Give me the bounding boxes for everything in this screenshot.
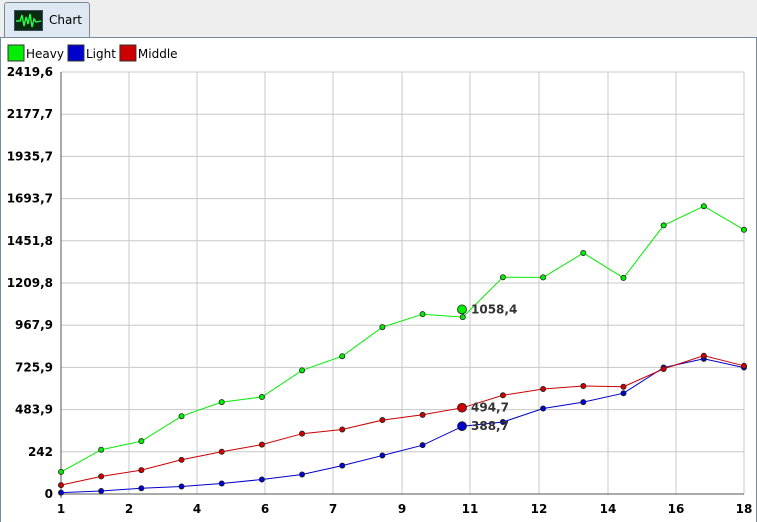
- y-tick-label: 1451,8: [7, 234, 53, 248]
- data-point-middle: [499, 392, 506, 399]
- data-point-middle: [540, 386, 547, 393]
- chart-legend: Heavy Light Middle: [7, 44, 178, 62]
- data-point-middle: [138, 467, 145, 474]
- x-tick-label: 6: [261, 502, 269, 516]
- data-point-heavy: [138, 438, 145, 445]
- data-point-heavy: [700, 203, 707, 210]
- data-point-heavy: [379, 324, 386, 331]
- data-point-light: [98, 488, 105, 495]
- data-point-light: [580, 399, 587, 406]
- chart-axes: 0242483,9725,9967,91209,81451,81693,7193…: [7, 65, 753, 516]
- data-point-heavy: [98, 446, 105, 453]
- legend-label-heavy: Heavy: [26, 47, 64, 61]
- data-point-heavy: [419, 311, 426, 318]
- data-point-light: [218, 480, 225, 487]
- data-point-light: [138, 485, 145, 492]
- data-point-heavy: [741, 226, 748, 233]
- data-point-middle: [258, 441, 265, 448]
- data-point-middle: [218, 448, 225, 455]
- data-point-middle: [178, 456, 185, 463]
- chart-annotations: 1058,4 494,7 388,7: [457, 302, 517, 433]
- annotation-marker-middle: [457, 402, 467, 413]
- legend-label-light: Light: [86, 47, 116, 61]
- data-point-middle: [580, 383, 587, 390]
- data-point-middle: [339, 426, 346, 433]
- data-point-heavy: [580, 249, 587, 256]
- data-point-heavy: [499, 274, 506, 281]
- data-point-middle: [741, 362, 748, 369]
- data-point-middle: [700, 352, 707, 359]
- y-tick-label: 242: [28, 445, 53, 459]
- data-point-middle: [299, 430, 306, 437]
- data-point-light: [339, 462, 346, 469]
- annotation-label-heavy: 1058,4: [471, 302, 517, 316]
- x-tick-label: 14: [600, 502, 617, 516]
- data-point-middle: [419, 411, 426, 418]
- waveform-icon: [14, 10, 43, 31]
- data-point-heavy: [459, 314, 466, 321]
- x-tick-label: 7: [329, 502, 337, 516]
- y-tick-label: 483,9: [15, 403, 53, 417]
- data-point-light: [499, 418, 506, 425]
- chart-series: [58, 203, 748, 496]
- tab-strip: Chart: [0, 0, 757, 38]
- data-point-heavy: [258, 394, 265, 401]
- annotation-marker-heavy: [457, 304, 467, 315]
- data-point-heavy: [620, 274, 627, 281]
- y-tick-label: 725,9: [15, 360, 53, 374]
- tab-chart-label: Chart: [49, 13, 82, 27]
- data-point-heavy: [58, 468, 65, 475]
- data-point-light: [620, 390, 627, 397]
- series-line-middle: [60, 355, 745, 486]
- annotation-marker-light: [457, 421, 467, 432]
- y-tick-label: 2419,6: [7, 65, 53, 79]
- x-tick-label: 9: [398, 502, 406, 516]
- y-tick-label: 1693,7: [7, 192, 53, 206]
- x-tick-label: 2: [125, 502, 133, 516]
- x-tick-label: 4: [193, 502, 201, 516]
- tab-strip-border: [0, 37, 757, 38]
- x-tick-label: 16: [668, 502, 685, 516]
- data-point-light: [540, 405, 547, 412]
- data-point-light: [419, 442, 426, 449]
- annotation-label-middle: 494,7: [471, 401, 509, 415]
- data-point-heavy: [540, 274, 547, 281]
- x-tick-label: 18: [736, 502, 753, 516]
- series-line-light: [60, 358, 745, 494]
- chart-grid: [60, 71, 745, 495]
- chart-panel: 0 242 483,9 725,9 967,9 1209,8 1451,8 1693,7 193…: [0, 38, 757, 522]
- y-tick-label: 1935,7: [7, 149, 53, 163]
- data-point-middle: [620, 383, 627, 390]
- y-tick-label: 1209,8: [7, 276, 53, 290]
- data-point-heavy: [339, 353, 346, 360]
- x-tick-label: 11: [462, 502, 479, 516]
- legend-swatch-light: [67, 44, 85, 62]
- series-line-heavy: [60, 205, 745, 473]
- data-point-light: [178, 483, 185, 490]
- data-point-heavy: [299, 367, 306, 374]
- x-tick-label: 12: [531, 502, 548, 516]
- data-point-heavy: [178, 413, 185, 420]
- legend-swatch-middle: [119, 44, 137, 62]
- data-point-light: [299, 471, 306, 478]
- data-point-light: [58, 489, 65, 496]
- data-point-heavy: [660, 222, 667, 229]
- tab-chart[interactable]: Chart: [4, 2, 90, 37]
- data-point-heavy: [218, 399, 225, 406]
- data-point-light: [258, 476, 265, 483]
- data-point-middle: [58, 482, 65, 489]
- data-point-light: [379, 452, 386, 459]
- data-point-middle: [379, 417, 386, 424]
- data-point-middle: [98, 473, 105, 480]
- legend-label-middle: Middle: [138, 47, 178, 61]
- x-tick-label: 1: [57, 502, 65, 516]
- data-point-middle: [660, 365, 667, 372]
- y-tick-label: 0: [45, 487, 53, 501]
- y-tick-label: 967,9: [15, 318, 53, 332]
- y-tick-label: 2177,7: [7, 107, 53, 121]
- legend-swatch-heavy: [7, 44, 25, 62]
- annotation-label-light: 388,7: [471, 419, 509, 433]
- line-chart: 0242483,9725,9967,91209,81451,81693,7193…: [7, 44, 753, 516]
